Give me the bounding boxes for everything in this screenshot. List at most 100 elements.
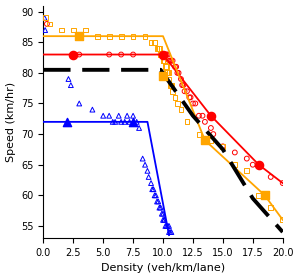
- Point: [175, 101, 180, 106]
- Point: [107, 114, 112, 118]
- Point: [200, 114, 205, 118]
- Point: [179, 107, 183, 112]
- Point: [45, 22, 49, 26]
- Point: [131, 52, 135, 57]
- Point: [161, 74, 165, 78]
- Point: [181, 83, 186, 87]
- Point: [165, 52, 170, 57]
- Point: [196, 132, 201, 136]
- Point: [107, 34, 112, 39]
- Point: [162, 218, 167, 222]
- Point: [122, 120, 127, 124]
- Point: [149, 181, 153, 185]
- Point: [174, 64, 179, 69]
- Point: [161, 211, 165, 216]
- Point: [156, 46, 161, 50]
- Point: [180, 83, 184, 87]
- Point: [165, 224, 170, 228]
- Point: [280, 181, 285, 185]
- Point: [184, 89, 189, 93]
- Point: [220, 144, 225, 149]
- Point: [107, 52, 112, 57]
- Point: [155, 46, 159, 50]
- Y-axis label: Speed (km/hr): Speed (km/hr): [6, 82, 16, 162]
- Point: [158, 52, 163, 57]
- Point: [182, 89, 187, 93]
- Point: [116, 114, 121, 118]
- Point: [162, 58, 167, 63]
- Point: [220, 144, 225, 149]
- Point: [43, 28, 48, 32]
- Point: [131, 120, 135, 124]
- Point: [156, 199, 161, 204]
- Point: [149, 40, 153, 45]
- Point: [184, 120, 189, 124]
- Point: [110, 120, 115, 124]
- Point: [151, 187, 156, 191]
- Point: [158, 205, 163, 210]
- Point: [175, 71, 180, 75]
- Point: [187, 95, 192, 100]
- Point: [157, 205, 162, 210]
- Point: [119, 34, 123, 39]
- Point: [159, 52, 164, 57]
- Point: [211, 132, 216, 136]
- Point: [163, 64, 168, 69]
- Point: [196, 114, 201, 118]
- Point: [173, 95, 177, 100]
- Point: [143, 34, 147, 39]
- Point: [101, 114, 106, 118]
- Point: [256, 162, 261, 167]
- Point: [165, 71, 170, 75]
- Point: [169, 83, 174, 87]
- Point: [190, 101, 195, 106]
- Point: [47, 22, 52, 26]
- Point: [167, 230, 171, 234]
- Point: [42, 16, 47, 20]
- Point: [161, 58, 165, 63]
- Point: [164, 52, 169, 57]
- Point: [131, 114, 135, 118]
- Point: [145, 169, 150, 173]
- Point: [167, 224, 171, 228]
- Point: [167, 71, 171, 75]
- Point: [176, 71, 181, 75]
- Point: [161, 218, 165, 222]
- Point: [113, 120, 118, 124]
- Point: [83, 28, 88, 32]
- Point: [158, 52, 163, 57]
- Point: [262, 193, 267, 198]
- Point: [256, 162, 261, 167]
- Point: [125, 114, 129, 118]
- Point: [169, 230, 174, 234]
- Point: [162, 58, 167, 63]
- Point: [250, 162, 255, 167]
- Point: [280, 218, 285, 222]
- Point: [168, 230, 173, 234]
- Point: [167, 77, 171, 81]
- Point: [155, 199, 159, 204]
- Point: [161, 58, 165, 63]
- Point: [164, 64, 169, 69]
- Point: [163, 224, 168, 228]
- Point: [66, 77, 71, 81]
- Point: [167, 58, 171, 63]
- Point: [163, 52, 168, 57]
- Point: [157, 46, 162, 50]
- Point: [164, 224, 169, 228]
- Point: [119, 120, 123, 124]
- Point: [161, 52, 165, 57]
- Point: [202, 138, 207, 143]
- Point: [168, 83, 173, 87]
- Point: [193, 101, 198, 106]
- Point: [268, 205, 273, 210]
- Point: [140, 156, 145, 161]
- Point: [59, 28, 64, 32]
- Point: [95, 34, 100, 39]
- Point: [208, 138, 213, 143]
- Point: [71, 28, 76, 32]
- Point: [256, 193, 261, 198]
- Point: [152, 193, 157, 198]
- Point: [162, 218, 167, 222]
- Point: [146, 175, 151, 179]
